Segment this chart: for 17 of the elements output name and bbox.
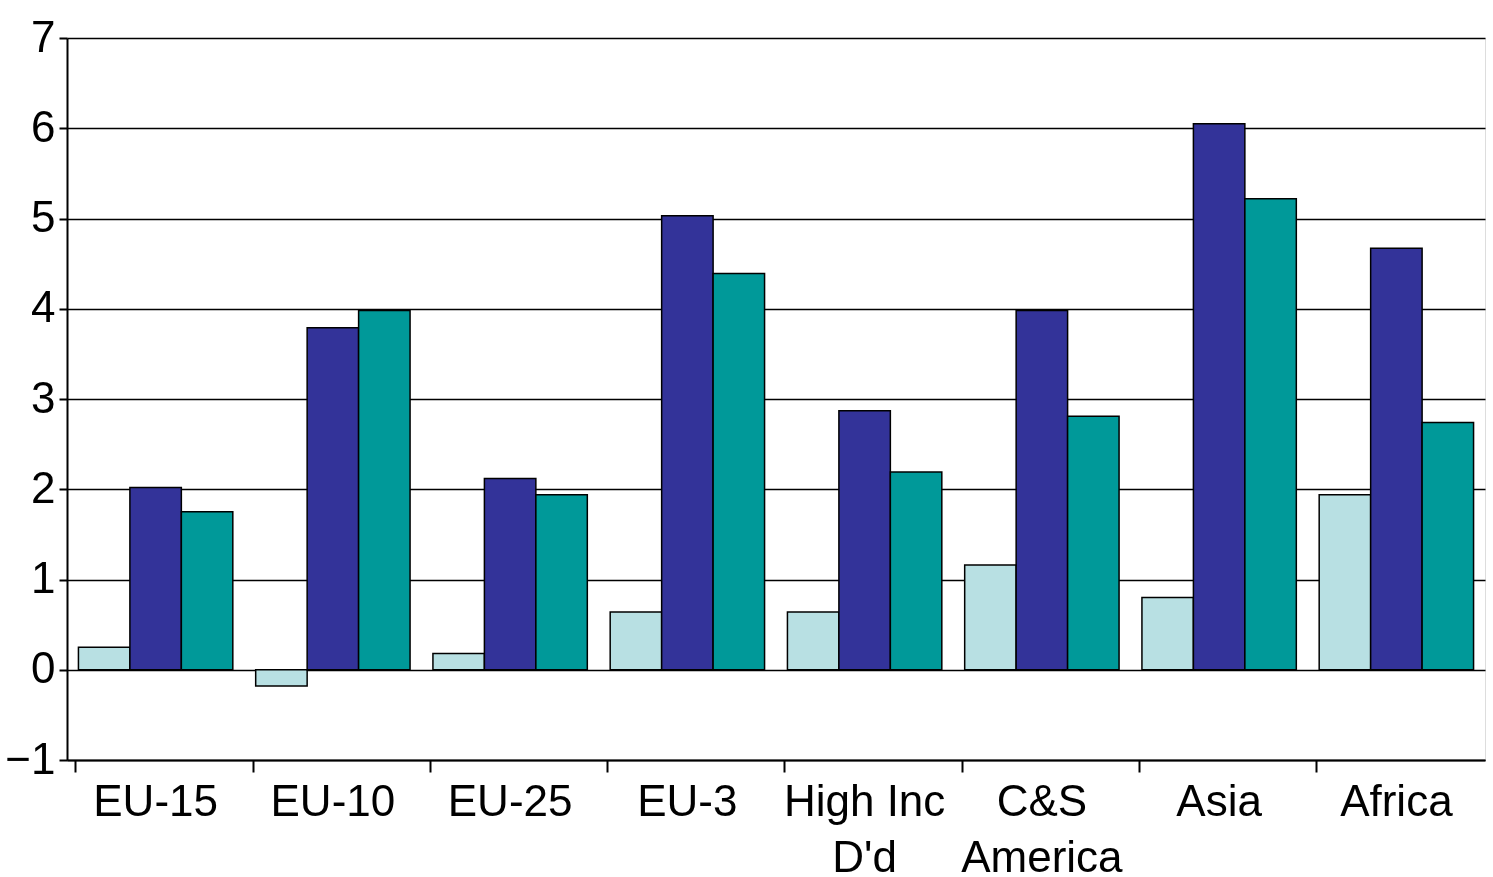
y-tick-label: 6 xyxy=(31,101,56,151)
y-tick-label: 0 xyxy=(31,643,56,693)
y-tick-label: 1 xyxy=(31,553,56,602)
y-tick-label: −1 xyxy=(5,733,56,783)
y-tick-label: 2 xyxy=(31,462,56,512)
y-tick-label: 5 xyxy=(31,192,56,241)
x-tick-label: EU-3 xyxy=(637,775,738,825)
x-tick-label: EU-10 xyxy=(270,775,396,825)
x-tick-label: EU-25 xyxy=(447,775,573,825)
x-tick-label: High Inc D'd xyxy=(783,775,946,877)
x-tick-label: C&S America xyxy=(961,775,1124,877)
y-tick-label: 7 xyxy=(31,11,56,61)
y-tick-label: 4 xyxy=(31,282,56,332)
x-tick-label: Africa xyxy=(1340,775,1454,825)
x-tick-label: Asia xyxy=(1176,775,1263,825)
x-tick-label: EU-15 xyxy=(93,775,218,825)
y-tick-label: 3 xyxy=(31,372,56,422)
